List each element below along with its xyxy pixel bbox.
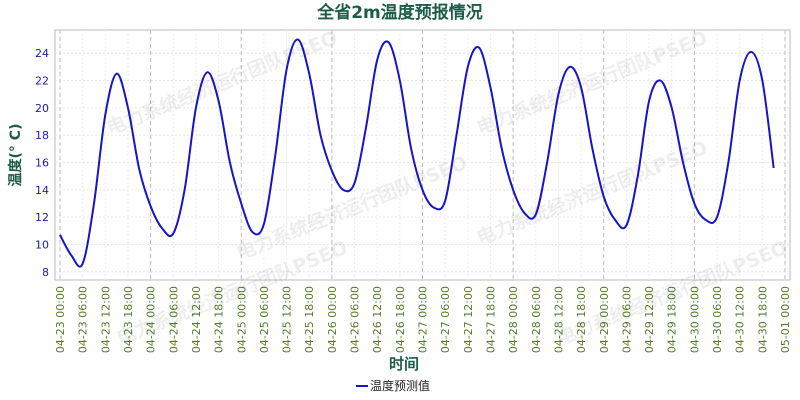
y-tick-label: 14: [35, 184, 49, 197]
x-tick-label: 04-23 12:00: [99, 286, 112, 353]
x-tick-label: 04-23 00:00: [54, 286, 67, 353]
y-tick-label: 8: [42, 266, 49, 279]
x-tick-label: 04-29 06:00: [620, 286, 633, 353]
x-tick-label: 04-26 18:00: [394, 286, 407, 353]
x-tick-label: 04-27 18:00: [484, 286, 497, 353]
x-tick-label: 04-29 12:00: [643, 286, 656, 353]
x-tick-label: 04-30 00:00: [688, 286, 701, 353]
x-tick-label: 04-24 12:00: [190, 286, 203, 353]
x-tick-label: 04-24 06:00: [167, 286, 180, 353]
chart-title: 全省2m温度预报情况: [316, 2, 483, 23]
x-tick-label: 04-29 00:00: [598, 286, 611, 353]
x-tick-label: 04-25 18:00: [303, 286, 316, 353]
x-tick-label: 04-28 06:00: [530, 286, 543, 353]
x-tick-label: 04-23 06:00: [77, 286, 90, 353]
x-tick-label: 04-24 00:00: [145, 286, 158, 353]
x-tick-label: 04-25 00:00: [235, 286, 248, 353]
y-tick-label: 22: [35, 75, 49, 88]
x-tick-label: 04-30 18:00: [756, 286, 769, 353]
x-tick-label: 04-26 12:00: [371, 286, 384, 353]
x-tick-label: 04-25 06:00: [258, 286, 271, 353]
x-tick-label: 05-01 00:00: [779, 286, 792, 353]
y-tick-label: 16: [35, 157, 49, 170]
y-tick-label: 18: [35, 129, 49, 142]
line: [59, 38, 775, 268]
x-tick-label: 04-30 12:00: [734, 286, 747, 353]
x-tick-label: 04-28 18:00: [575, 286, 588, 353]
x-tick-label: 04-26 00:00: [326, 286, 339, 353]
x-tick-label: 04-28 12:00: [552, 286, 565, 353]
x-tick-label: 04-23 18:00: [122, 286, 135, 353]
x-tick-label: 04-26 06:00: [349, 286, 362, 353]
x-tick-label: 04-27 06:00: [439, 286, 452, 353]
x-tick-label: 04-27 00:00: [417, 286, 430, 353]
y-tick-label: 20: [35, 102, 49, 115]
x-tick-label: 04-28 00:00: [507, 286, 520, 353]
x-axis-title: 时间: [389, 355, 419, 373]
x-tick-label: 04-30 06:00: [711, 286, 724, 353]
x-tick-label: 04-29 18:00: [666, 286, 679, 353]
x-tick-label: 04-24 18:00: [213, 286, 226, 353]
y-axis-title: 温度(° C): [7, 124, 24, 187]
legend-label: 温度预测值: [370, 378, 430, 393]
y-tick-label: 12: [35, 211, 49, 224]
x-tick-label: 04-25 12:00: [281, 286, 294, 353]
y-tick-label: 24: [35, 47, 49, 60]
watermark: 电力系统经济运行团队PSEO: [473, 136, 710, 250]
y-tick-label: 10: [35, 238, 49, 251]
x-tick-label: 04-27 12:00: [462, 286, 475, 353]
